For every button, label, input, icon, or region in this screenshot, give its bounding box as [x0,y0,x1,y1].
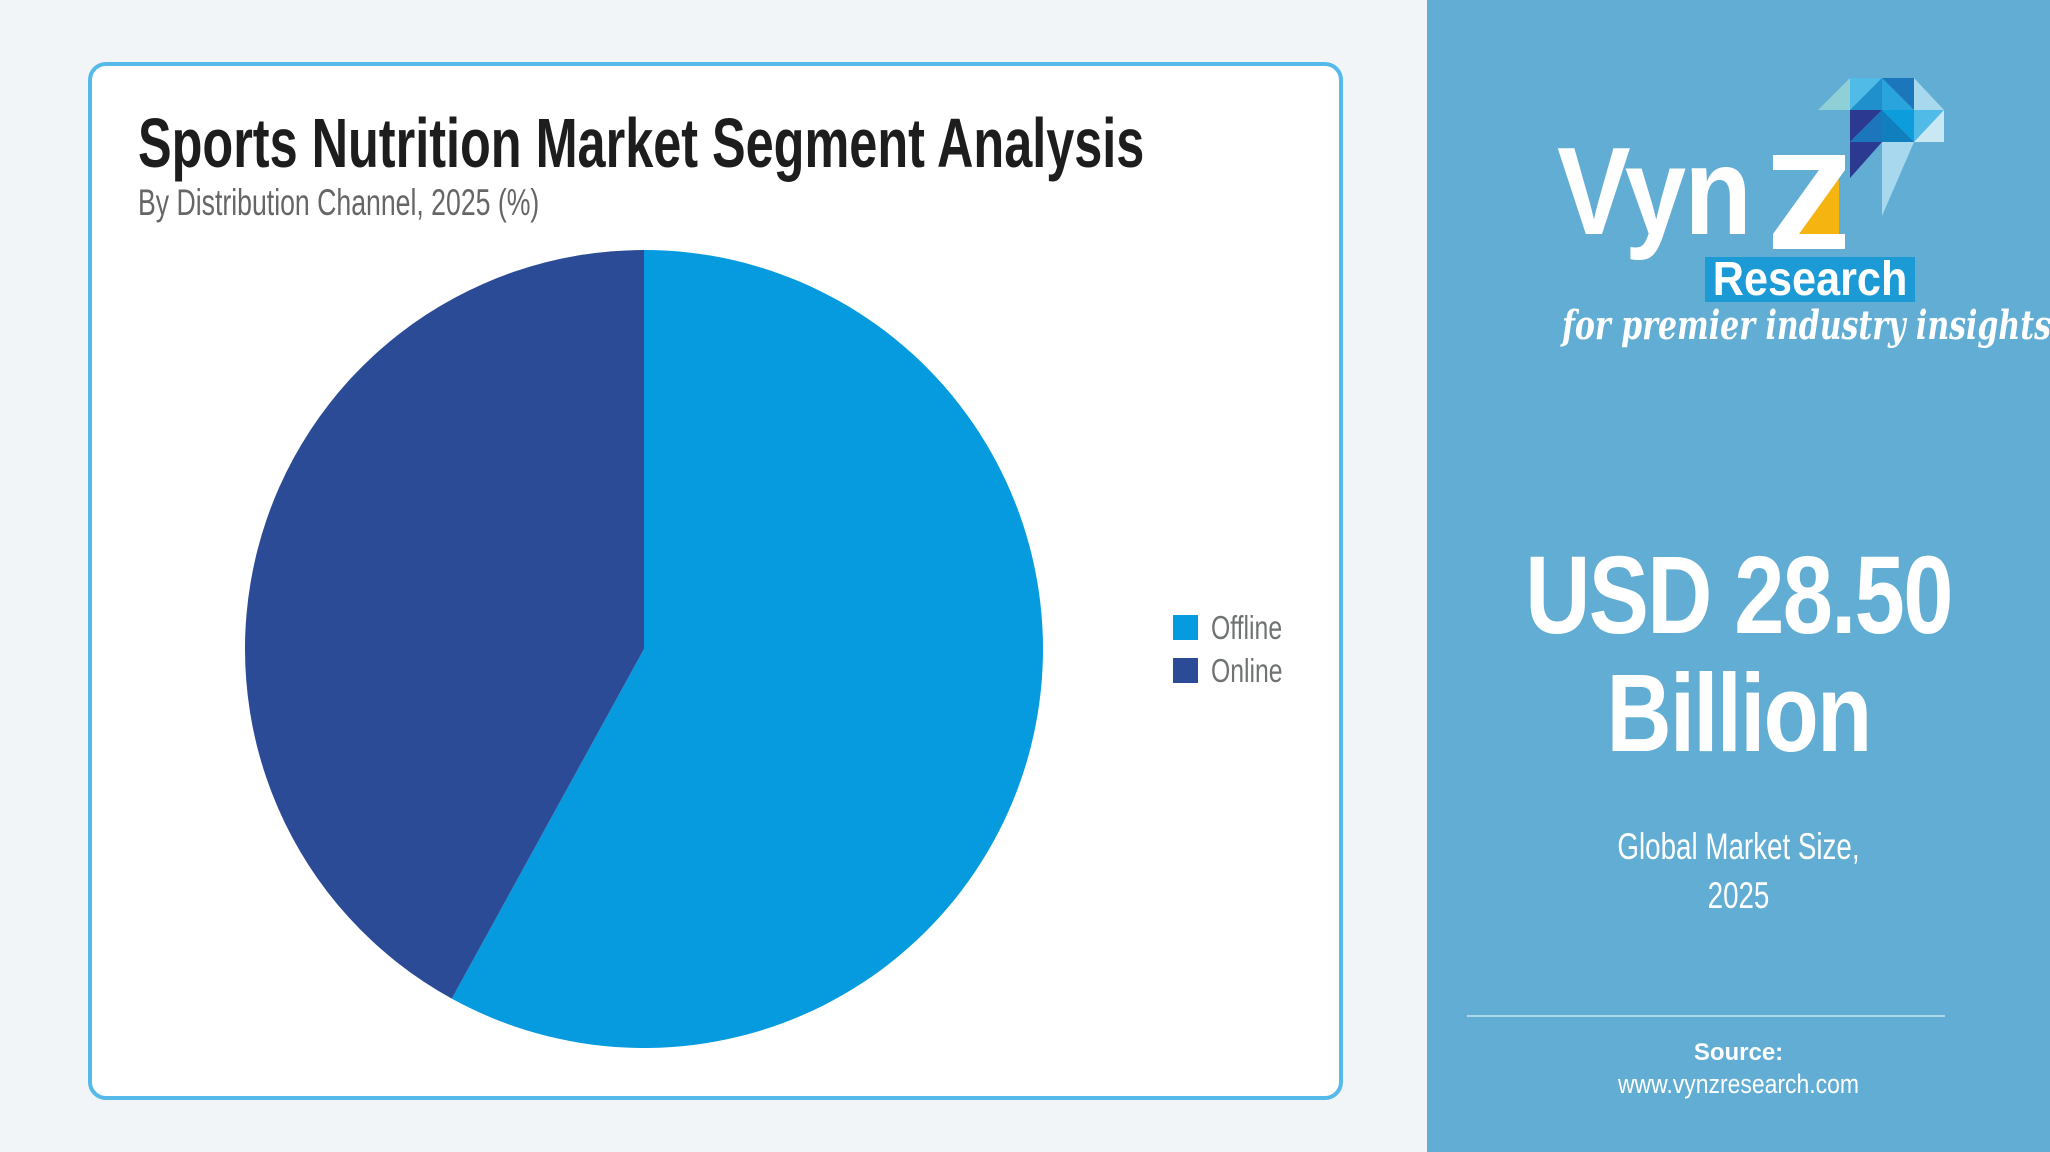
market-size-line1: USD 28.50 [1525,534,1953,657]
caption-line2: 2025 [1707,875,1770,916]
logo-arrow-mosaic-icon [1818,78,1944,216]
source-label: Source: [1693,1039,1784,1066]
legend-swatch-online [1173,658,1198,683]
market-size-line2: Billion [1606,652,1872,775]
chart-card: Sports Nutrition Market Segment Analysis… [88,62,1343,1100]
market-size-value: USD 28.50 Billion [1427,537,2050,773]
caption-line1: Global Market Size, [1617,826,1860,867]
pie-legend: Offline Online [1173,609,1306,701]
sidebar: Vyn Research for premier industry insigh… [1427,0,2050,1152]
legend-swatch-offline [1173,615,1198,640]
chart-panel: Sports Nutrition Market Segment Analysis… [88,62,1343,1100]
legend-item-online: Online [1173,652,1306,689]
logo-research-band: Research [1705,253,1915,306]
source-url[interactable]: www.vynzresearch.com [1617,1069,1860,1099]
chart-title: Sports Nutrition Market Segment Analysis [138,104,1145,182]
logo-tagline: for premier industry insights [1562,302,2050,349]
pie-slice-online [244,250,644,999]
market-size-caption: Global Market Size, 2025 [1427,822,2050,920]
legend-label-offline: Offline [1211,609,1283,646]
logo-brand-text: Vyn [1557,123,1752,261]
legend-item-offline: Offline [1173,609,1306,646]
vynz-logo: Vyn Research for premier industry insigh… [1427,0,2050,380]
logo-research-label: Research [1712,253,1908,306]
pie-chart [244,250,1043,1048]
chart-subtitle: By Distribution Channel, 2025 (%) [138,182,540,223]
sidebar-divider [1467,1015,1945,1017]
pie-slice-offline [451,250,1043,1048]
logo-z-icon [1773,155,1845,249]
source-block: Source: www.vynzresearch.com [1427,1038,2050,1100]
legend-label-online: Online [1211,652,1283,689]
